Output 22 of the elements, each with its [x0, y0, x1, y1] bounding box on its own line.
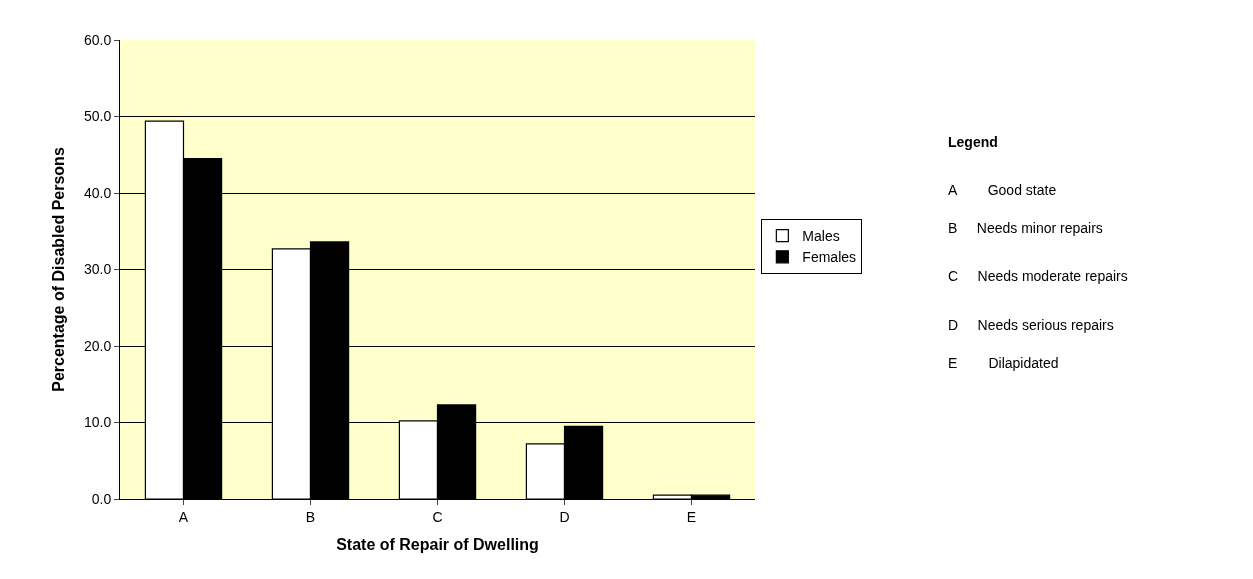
- y-tick-label: 10.0: [83, 414, 112, 431]
- y-tick-label: 20.0: [83, 337, 112, 354]
- x-axis-title: State of Repair of Dwelling: [336, 536, 539, 554]
- x-tick-label: B: [305, 508, 316, 525]
- x-tick-label: A: [178, 508, 189, 525]
- y-tick-label: 40.0: [83, 184, 112, 201]
- y-tick-label: 50.0: [83, 108, 112, 125]
- text: B Needs minor repairs: [948, 220, 1103, 236]
- text: D Needs serious repairs: [948, 317, 1114, 333]
- y-tick-label: 30.0: [83, 261, 112, 278]
- text: C Needs moderate repairs: [948, 268, 1128, 284]
- legend-label: Females: [802, 249, 857, 266]
- y-tick-label: 60.0: [83, 31, 112, 48]
- legend-label: Males: [802, 228, 840, 245]
- text: E Dilapidated: [948, 355, 1059, 371]
- text: Legend: [948, 134, 998, 150]
- y-tick-label: 0.0: [91, 490, 112, 507]
- text: A Good state: [948, 182, 1057, 198]
- x-tick-label: D: [559, 508, 570, 525]
- y-axis-title: Percentage of Disabled Persons: [49, 147, 67, 392]
- x-tick-label: C: [432, 508, 443, 525]
- x-tick-label: E: [686, 508, 697, 525]
